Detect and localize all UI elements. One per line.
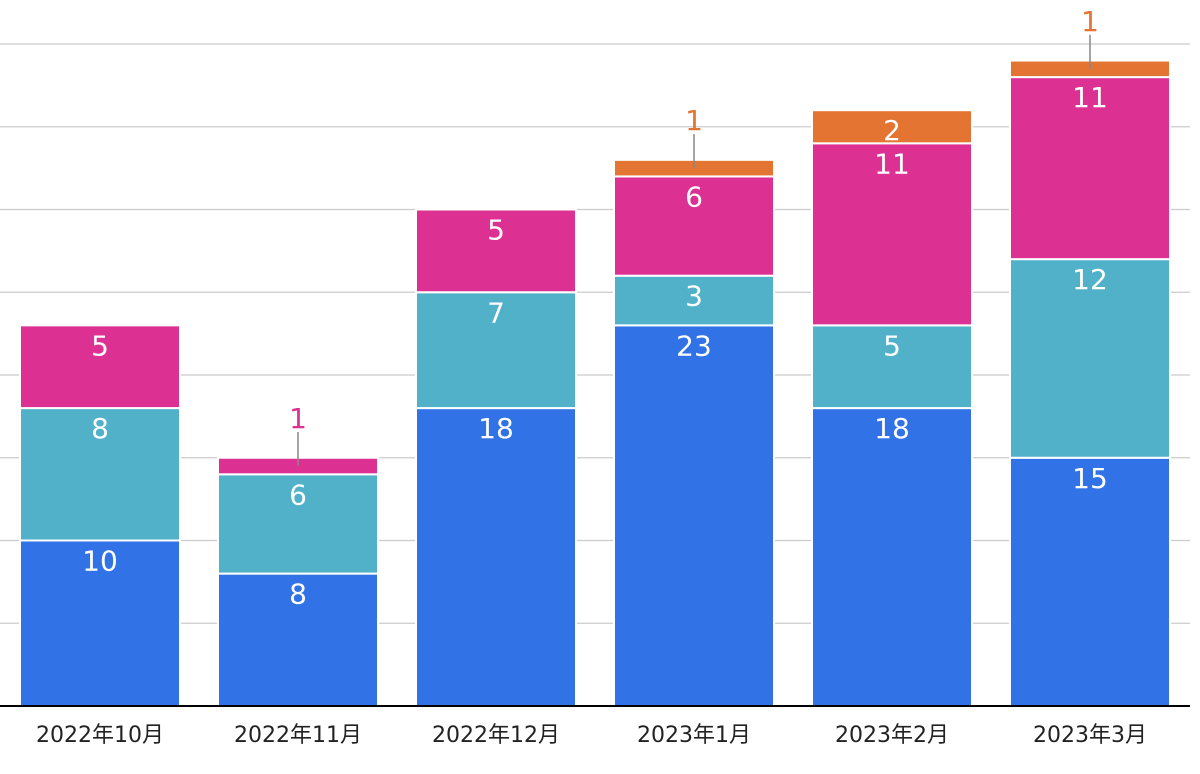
bar-segment	[811, 407, 973, 707]
data-label: 3	[685, 280, 703, 313]
data-label: 10	[82, 545, 118, 578]
data-label: 2	[883, 114, 901, 147]
data-label: 5	[487, 214, 505, 247]
data-label: 8	[91, 412, 109, 445]
bar-segment	[415, 407, 577, 707]
x-tick-label: 2022年11月	[234, 723, 362, 748]
bar-segment	[19, 324, 181, 410]
data-label: 23	[676, 329, 712, 362]
bar-segment	[811, 142, 973, 327]
x-tick-label: 2022年10月	[36, 723, 164, 748]
bar-segment	[217, 572, 379, 707]
data-label: 11	[874, 147, 910, 180]
bar-segment	[1009, 76, 1171, 261]
bar-segment	[1009, 258, 1171, 459]
data-label: 12	[1072, 263, 1108, 296]
bar-segment	[811, 324, 973, 410]
gridlines	[0, 43, 1190, 624]
data-label: 18	[478, 412, 514, 445]
bar-segment	[415, 208, 577, 294]
bar-segment	[19, 407, 181, 542]
bar-segment	[613, 175, 775, 277]
x-tick-label: 2022年12月	[432, 723, 560, 748]
data-label: 1	[289, 402, 307, 435]
x-axis-tick-labels: 2022年10月 2022年11月 2022年12月 2023年1月 2023年2月 20…	[36, 723, 1147, 748]
data-label: 15	[1072, 462, 1108, 495]
data-label: 6	[685, 180, 703, 213]
data-label: 1	[685, 104, 703, 137]
x-tick-label: 2023年1月	[637, 723, 751, 748]
data-label: 18	[874, 412, 910, 445]
bar-segment	[217, 473, 379, 575]
bar-stacks	[19, 59, 1171, 707]
bar-segment	[613, 324, 775, 707]
data-label: 5	[91, 329, 109, 362]
data-label: 7	[487, 296, 505, 329]
x-tick-label: 2023年2月	[835, 723, 949, 748]
data-label: 1	[1081, 5, 1099, 38]
data-label: 8	[289, 578, 307, 611]
bar-segment	[19, 539, 181, 707]
data-label: 5	[883, 329, 901, 362]
x-tick-label: 2023年3月	[1033, 723, 1147, 748]
data-label: 11	[1072, 81, 1108, 114]
bar-segment	[1009, 456, 1171, 707]
bar-segment	[811, 109, 973, 145]
data-label: 6	[289, 478, 307, 511]
